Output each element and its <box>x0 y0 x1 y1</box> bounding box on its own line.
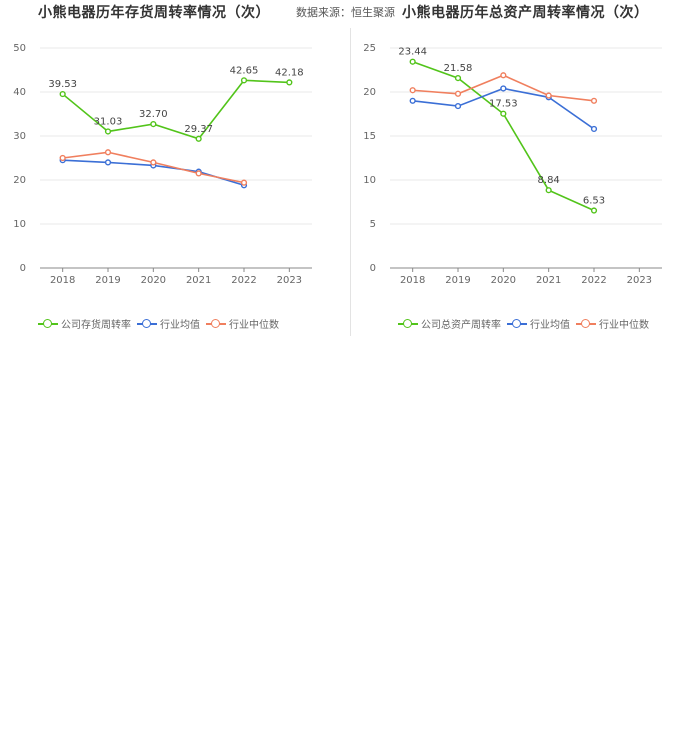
chart-2-legend: 公司总资产周转率 行业均值 行业中位数 <box>398 316 649 331</box>
data-point-mean[interactable] <box>454 102 462 110</box>
data-label: 8.84 <box>538 175 560 186</box>
x-tick-label: 2019 <box>95 275 120 286</box>
x-tick-label: 2019 <box>445 275 470 286</box>
data-point-company[interactable] <box>195 135 202 142</box>
chart-2-title: 小熊电器历年总资产周转率情况（次） <box>402 5 649 21</box>
data-point-median[interactable] <box>545 92 552 99</box>
data-point-median[interactable] <box>195 170 202 177</box>
legend-line-icon <box>576 318 596 329</box>
y-tick-label: 0 <box>20 263 26 274</box>
data-label: 6.53 <box>583 196 605 207</box>
y-tick-label: 15 <box>363 131 376 142</box>
legend-label: 行业中位数 <box>229 320 279 331</box>
y-tick-label: 10 <box>363 175 376 186</box>
data-label: 23.44 <box>398 47 427 58</box>
legend-line-icon <box>206 318 226 329</box>
data-label: 17.53 <box>489 99 518 110</box>
legend-label: 公司存货周转率 <box>61 320 131 331</box>
y-tick-label: 10 <box>13 219 26 230</box>
x-tick-label: 2020 <box>141 275 166 286</box>
legend-median-1[interactable]: 行业中位数 <box>206 316 279 331</box>
data-point-company[interactable] <box>590 207 598 214</box>
y-tick-label: 50 <box>13 43 26 54</box>
data-point-company[interactable] <box>150 121 157 128</box>
legend-line-icon <box>398 318 418 329</box>
data-point-median[interactable] <box>454 90 462 97</box>
y-tick-label: 40 <box>13 87 26 98</box>
data-point-company[interactable] <box>409 58 416 65</box>
data-point-company[interactable] <box>286 79 293 86</box>
x-tick-label: 2023 <box>277 275 302 286</box>
series-line-company <box>62 79 290 140</box>
data-label: 42.65 <box>230 65 259 76</box>
data-point-company[interactable] <box>454 74 462 82</box>
data-point-company[interactable] <box>59 90 66 98</box>
data-source-label: 数据来源：恒生聚源 <box>296 6 395 19</box>
x-tick-label: 2022 <box>231 275 256 286</box>
data-point-mean[interactable] <box>104 159 112 166</box>
data-label: 21.58 <box>444 63 473 74</box>
x-tick-label: 2018 <box>400 275 425 286</box>
data-point-median[interactable] <box>240 179 248 186</box>
data-label: 32.70 <box>139 109 168 120</box>
chart-1-legend: 公司存货周转率 行业均值 行业中位数 <box>38 316 279 331</box>
chart-1-title: 小熊电器历年存货周转率情况（次） <box>38 5 270 21</box>
x-tick-label: 2023 <box>627 275 652 286</box>
y-tick-label: 0 <box>370 263 376 274</box>
data-point-company[interactable] <box>104 128 112 135</box>
legend-mean-1[interactable]: 行业均值 <box>137 316 200 331</box>
data-point-company[interactable] <box>545 187 552 194</box>
data-label: 39.53 <box>48 79 77 90</box>
data-point-mean[interactable] <box>590 125 598 133</box>
x-tick-label: 2018 <box>50 275 75 286</box>
legend-label: 行业均值 <box>530 320 570 331</box>
x-tick-label: 2021 <box>536 275 561 286</box>
x-tick-label: 2022 <box>581 275 606 286</box>
y-tick-label: 30 <box>13 131 26 142</box>
data-point-median[interactable] <box>590 97 598 104</box>
legend-company-2[interactable]: 公司总资产周转率 <box>398 316 501 331</box>
data-label: 31.03 <box>94 116 123 127</box>
x-tick-label: 2021 <box>186 275 211 286</box>
legend-label: 公司总资产周转率 <box>421 320 501 331</box>
legend-company-1[interactable]: 公司存货周转率 <box>38 316 131 331</box>
data-point-mean[interactable] <box>500 85 507 92</box>
y-tick-label: 5 <box>370 219 376 230</box>
legend-line-icon <box>507 318 527 329</box>
data-label: 42.18 <box>275 67 304 78</box>
total-asset-turnover-chart: 0 5 10 15 20 25 2018 2019 2020 2021 2022 2023 23.44 2… <box>363 43 662 286</box>
chart-divider <box>350 28 351 336</box>
data-point-median[interactable] <box>104 149 112 156</box>
data-label: 29.37 <box>184 124 213 135</box>
legend-label: 行业中位数 <box>599 320 649 331</box>
data-point-company[interactable] <box>500 110 507 117</box>
data-point-mean[interactable] <box>409 97 416 104</box>
data-point-company[interactable] <box>240 77 248 84</box>
legend-mean-2[interactable]: 行业均值 <box>507 316 570 331</box>
inventory-turnover-chart: 0 10 20 30 40 50 2018 2019 2020 2021 2022 2023 39.53… <box>13 43 312 286</box>
legend-line-icon <box>38 318 58 329</box>
data-point-median[interactable] <box>409 87 416 94</box>
legend-line-icon <box>137 318 157 329</box>
legend-label: 行业均值 <box>160 320 200 331</box>
y-tick-label: 20 <box>13 175 26 186</box>
data-point-median[interactable] <box>500 72 507 79</box>
y-tick-label: 25 <box>363 43 376 54</box>
x-tick-label: 2020 <box>491 275 516 286</box>
y-tick-label: 20 <box>363 87 376 98</box>
data-point-median[interactable] <box>150 159 157 166</box>
legend-median-2[interactable]: 行业中位数 <box>576 316 649 331</box>
data-point-median[interactable] <box>59 154 66 162</box>
